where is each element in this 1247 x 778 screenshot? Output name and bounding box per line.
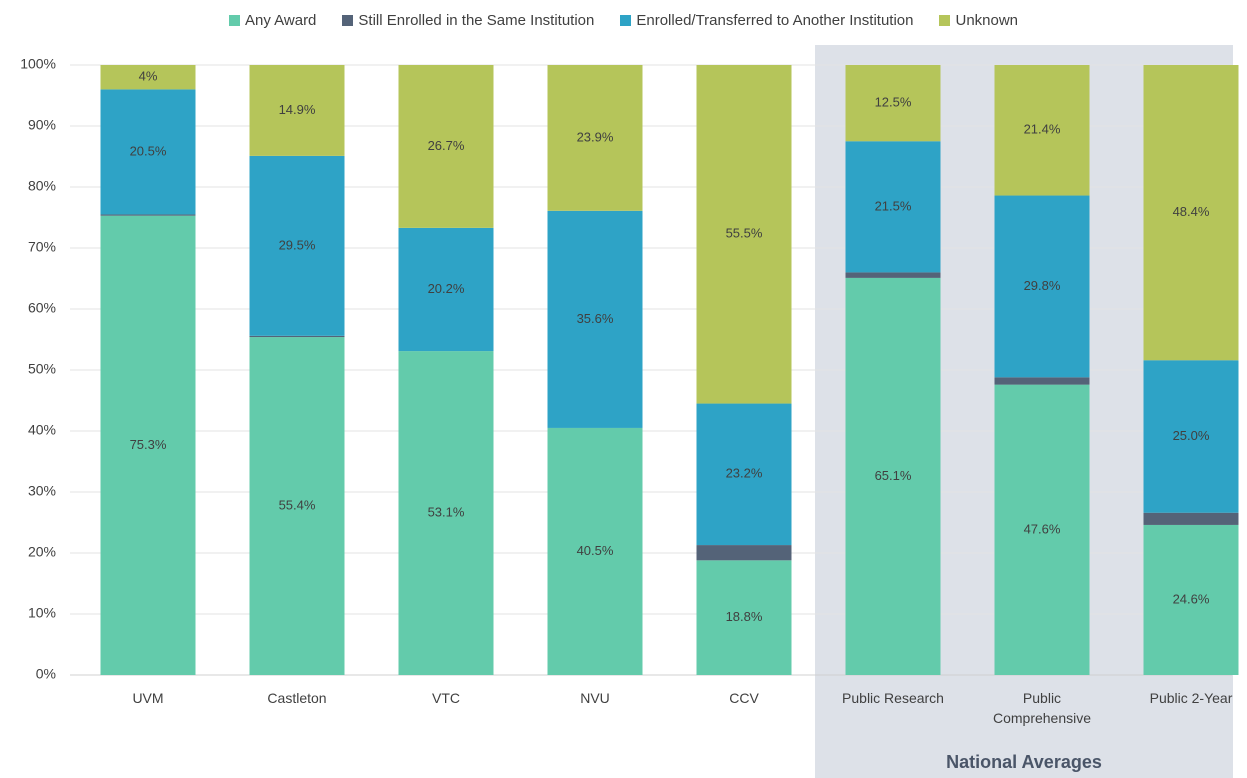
data-label: 14.9% — [279, 102, 316, 117]
data-label: 55.5% — [726, 226, 763, 241]
data-label: 29.5% — [279, 237, 316, 252]
bar-segment — [696, 560, 792, 675]
y-tick-label: 70% — [28, 239, 56, 255]
y-tick-label: 20% — [28, 544, 56, 560]
bar-segment — [100, 215, 196, 676]
data-label: 55.4% — [279, 497, 316, 512]
bar-segment — [845, 272, 941, 278]
bar-segment — [547, 210, 643, 428]
bar-segment — [845, 65, 941, 142]
legend-label: Unknown — [955, 12, 1019, 29]
bar-segment — [696, 65, 792, 404]
legend: Any Award Still Enrolled in the Same Inst… — [0, 12, 1247, 29]
bar-segment — [1143, 512, 1239, 525]
x-tick-label: CCV — [729, 690, 759, 706]
legend-item: Still Enrolled in the Same Institution — [342, 12, 594, 29]
y-tick-label: 0% — [36, 666, 56, 682]
bar-segment — [845, 277, 941, 675]
x-tick-label: Public Comprehensive — [992, 690, 1092, 726]
bar-segment — [398, 351, 494, 675]
bar-segment — [1143, 65, 1239, 361]
data-label: 23.9% — [577, 129, 614, 144]
data-label: 21.4% — [1024, 122, 1061, 137]
x-tick-label: Public 2-Year — [1149, 690, 1233, 706]
y-tick-label: 80% — [28, 178, 56, 194]
x-tick-label: VTC — [432, 690, 460, 706]
data-label: 12.5% — [875, 95, 912, 110]
legend-swatch — [620, 15, 632, 26]
y-tick-label: 30% — [28, 483, 56, 499]
bar-segment — [249, 335, 345, 338]
y-tick-label: 100% — [20, 56, 56, 72]
bar-segment — [1143, 360, 1239, 513]
bar-segment — [1143, 524, 1239, 675]
data-label: 75.3% — [130, 437, 167, 452]
y-tick-label: 10% — [28, 605, 56, 621]
bar-segment — [696, 403, 792, 546]
legend-swatch — [228, 15, 240, 26]
bar-segment — [845, 141, 941, 273]
data-label: 35.6% — [577, 311, 614, 326]
bar-segment — [696, 545, 792, 561]
bar-segment — [249, 337, 345, 675]
bar-segment — [547, 65, 643, 211]
data-label: 24.6% — [1173, 591, 1210, 606]
bar-segment — [249, 65, 345, 156]
data-label: 47.6% — [1024, 521, 1061, 536]
legend-item: Any Award — [228, 12, 317, 29]
data-label: 48.4% — [1173, 204, 1210, 219]
data-label: 21.5% — [875, 198, 912, 213]
bar-segment — [994, 377, 1090, 385]
x-tick-label: UVM — [132, 690, 164, 706]
data-label: 25.0% — [1173, 428, 1210, 443]
data-label: 20.2% — [428, 281, 465, 296]
data-label: 53.1% — [428, 504, 465, 519]
x-tick-label: Castleton — [267, 690, 327, 706]
bar-segment — [994, 384, 1090, 675]
bar-segment — [100, 214, 196, 216]
data-label: 40.5% — [577, 543, 614, 558]
legend-label: Still Enrolled in the Same Institution — [358, 12, 595, 29]
bar-segment — [994, 195, 1090, 378]
data-label: 65.1% — [875, 468, 912, 483]
legend-swatch — [342, 15, 354, 26]
legend-swatch — [939, 15, 951, 26]
data-label: 23.2% — [726, 466, 763, 481]
legend-label: Any Award — [244, 12, 317, 29]
bar-segment — [249, 155, 345, 336]
legend-item: Unknown — [939, 12, 1018, 29]
y-tick-label: 50% — [28, 361, 56, 377]
y-tick-label: 90% — [28, 117, 56, 133]
data-label: 29.8% — [1024, 278, 1061, 293]
bar-segment — [994, 65, 1090, 196]
group-label: National Averages — [946, 752, 1102, 772]
x-tick-label: Public Research — [842, 690, 944, 706]
data-label: 20.5% — [130, 143, 167, 158]
legend-item: Enrolled/Transferred to Another Institut… — [620, 12, 913, 29]
bar-segment — [547, 427, 643, 675]
legend-label: Enrolled/Transferred to Another Institut… — [636, 12, 914, 29]
bar-segment — [398, 65, 494, 228]
x-tick-label: NVU — [580, 690, 610, 706]
bar-segment — [100, 65, 196, 90]
bar-segment — [398, 227, 494, 352]
y-tick-label: 60% — [28, 300, 56, 316]
bar-segment — [100, 89, 196, 215]
y-tick-label: 40% — [28, 422, 56, 438]
data-label: 18.8% — [726, 609, 763, 624]
data-label: 26.7% — [428, 138, 465, 153]
data-label: 4% — [139, 69, 158, 84]
